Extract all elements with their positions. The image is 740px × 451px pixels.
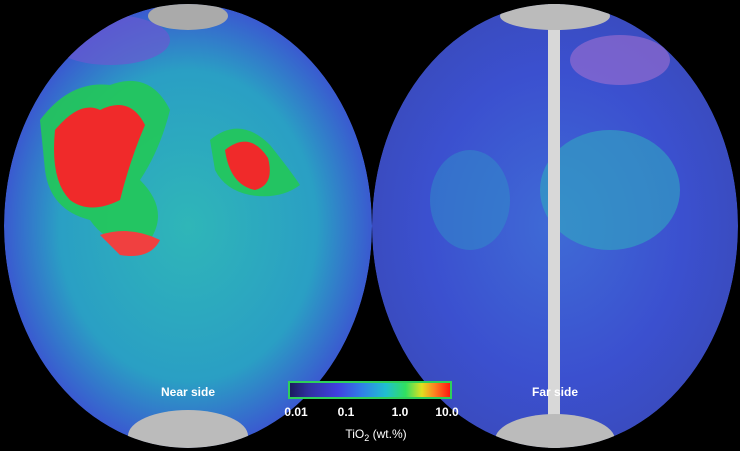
scale-label-sub: 2 bbox=[364, 433, 369, 443]
far-side-map bbox=[372, 4, 738, 448]
scale-tick-label: 0.1 bbox=[338, 405, 355, 419]
panel-label: Far side bbox=[532, 385, 578, 399]
scale-tick-label: 1.0 bbox=[392, 405, 409, 419]
scale-label-main: TiO bbox=[345, 427, 364, 441]
scale-tick-label: 10.0 bbox=[435, 405, 459, 419]
scale-label-unit: (wt.%) bbox=[369, 427, 406, 441]
scale-label: TiO2 (wt.%) bbox=[345, 427, 406, 443]
panel-label: Near side bbox=[161, 385, 215, 399]
color-scale bbox=[288, 381, 452, 399]
scale-tick-label: 0.01 bbox=[284, 405, 308, 419]
